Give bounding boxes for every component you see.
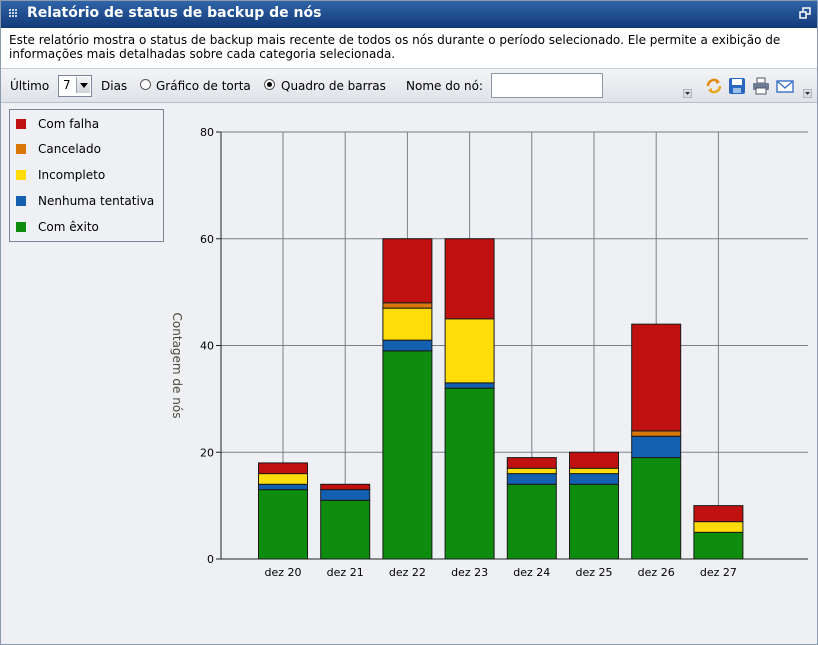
- print-icon[interactable]: [752, 77, 770, 95]
- bar-segment: [506, 473, 557, 485]
- y-tick-label: 80: [200, 126, 214, 139]
- bar-segment: [631, 430, 682, 437]
- x-tick-label: dez 27: [700, 566, 737, 579]
- legend-swatch: [16, 119, 26, 129]
- x-tick-label: dez 22: [389, 566, 426, 579]
- x-tick-label: dez 21: [327, 566, 364, 579]
- legend-swatch: [16, 196, 26, 206]
- bar-segment: [693, 531, 744, 560]
- bar-segment: [506, 467, 557, 475]
- pie-chart-label[interactable]: Gráfico de torta: [156, 79, 251, 93]
- bar-segment: [320, 483, 371, 491]
- bar-segment: [569, 473, 619, 485]
- bar-segment: [382, 350, 433, 560]
- grip-icon: [9, 9, 17, 17]
- y-axis-label: Contagem de nós: [170, 313, 184, 419]
- bar-segment: [693, 521, 744, 533]
- bar-segment: [444, 387, 495, 560]
- x-tick-label: dez 24: [513, 566, 550, 579]
- legend-item[interactable]: Cancelado: [10, 142, 160, 158]
- y-tick-label: 60: [200, 233, 214, 246]
- y-tick-label: 40: [200, 340, 214, 353]
- report-description: Este relatório mostra o status de backup…: [1, 28, 817, 69]
- x-tick-label: dez 20: [264, 566, 301, 579]
- bar-segment: [382, 238, 433, 304]
- bar-segment: [444, 238, 495, 320]
- chevron-down-icon[interactable]: [76, 77, 90, 93]
- legend-item[interactable]: Com êxito: [10, 220, 160, 236]
- window-title: Relatório de status de backup de nós: [27, 5, 322, 21]
- node-name-label: Nome do nó:: [406, 79, 483, 93]
- bar-segment: [320, 499, 371, 560]
- bar-segment: [444, 318, 495, 384]
- y-tick-label: 0: [207, 553, 214, 566]
- legend-label: Com êxito: [38, 220, 99, 234]
- bar-segment: [569, 467, 619, 475]
- chart-legend: Com falha Cancelado Incompleto Nenhuma t…: [9, 109, 164, 242]
- bar-segment: [631, 457, 682, 560]
- legend-item[interactable]: Incompleto: [10, 168, 160, 184]
- days-select-value: 7: [63, 78, 71, 92]
- bar-chart-radio[interactable]: [264, 79, 275, 90]
- email-icon[interactable]: [776, 77, 794, 95]
- bar-segment: [320, 489, 371, 501]
- legend-label: Com falha: [38, 117, 100, 131]
- bar-segment: [258, 489, 308, 560]
- bar-segment: [506, 457, 557, 469]
- pie-chart-radio[interactable]: [140, 79, 151, 90]
- bar-segment: [382, 302, 433, 309]
- last-label: Último: [10, 79, 50, 93]
- bar-segment: [569, 483, 619, 560]
- save-icon[interactable]: [728, 77, 746, 95]
- stacked-bar-chart: 0 20 40 60 80 dez 20 dez 21 dez 22 dez 23 dez 24 d…: [170, 126, 808, 579]
- legend-swatch: [16, 144, 26, 154]
- days-select[interactable]: 7: [58, 75, 92, 97]
- legend-label: Incompleto: [38, 168, 106, 182]
- bar-segment: [693, 505, 744, 523]
- legend-swatch: [16, 222, 26, 232]
- legend-item[interactable]: Nenhuma tentativa: [10, 194, 160, 210]
- x-tick-label: dez 23: [451, 566, 488, 579]
- x-tick-label: dez 25: [575, 566, 612, 579]
- bar-segment: [258, 473, 308, 485]
- bar-segment: [631, 323, 682, 432]
- title-bar: Relatório de status de backup de nós: [1, 1, 817, 28]
- bar-segment: [382, 307, 433, 341]
- bar-segment: [631, 435, 682, 459]
- bar-segment: [506, 483, 557, 560]
- legend-item[interactable]: Com falha: [10, 117, 160, 133]
- x-tick-label: dez 26: [638, 566, 675, 579]
- legend-label: Nenhuma tentativa: [38, 194, 155, 208]
- refresh-icon[interactable]: [705, 77, 723, 95]
- bar-segment: [258, 483, 308, 491]
- legend-swatch: [16, 170, 26, 180]
- node-name-input[interactable]: [491, 73, 603, 98]
- bar-segment: [444, 382, 495, 389]
- description-text: Este relatório mostra o status de backup…: [9, 33, 781, 61]
- bar-segment: [569, 451, 619, 469]
- bar-segment: [382, 339, 433, 352]
- bar-chart-label[interactable]: Quadro de barras: [281, 79, 386, 93]
- toolbar-more-icon[interactable]: [803, 89, 812, 98]
- y-tick-label: 20: [200, 446, 214, 459]
- legend-label: Cancelado: [38, 142, 101, 156]
- report-toolbar: Último 7 Dias Gráfico de torta Quadro de…: [1, 69, 817, 103]
- bar-segment: [258, 462, 308, 475]
- toolbar-dropdown-icon[interactable]: [683, 89, 692, 98]
- days-label: Dias: [101, 79, 128, 93]
- restore-window-icon[interactable]: [799, 7, 811, 19]
